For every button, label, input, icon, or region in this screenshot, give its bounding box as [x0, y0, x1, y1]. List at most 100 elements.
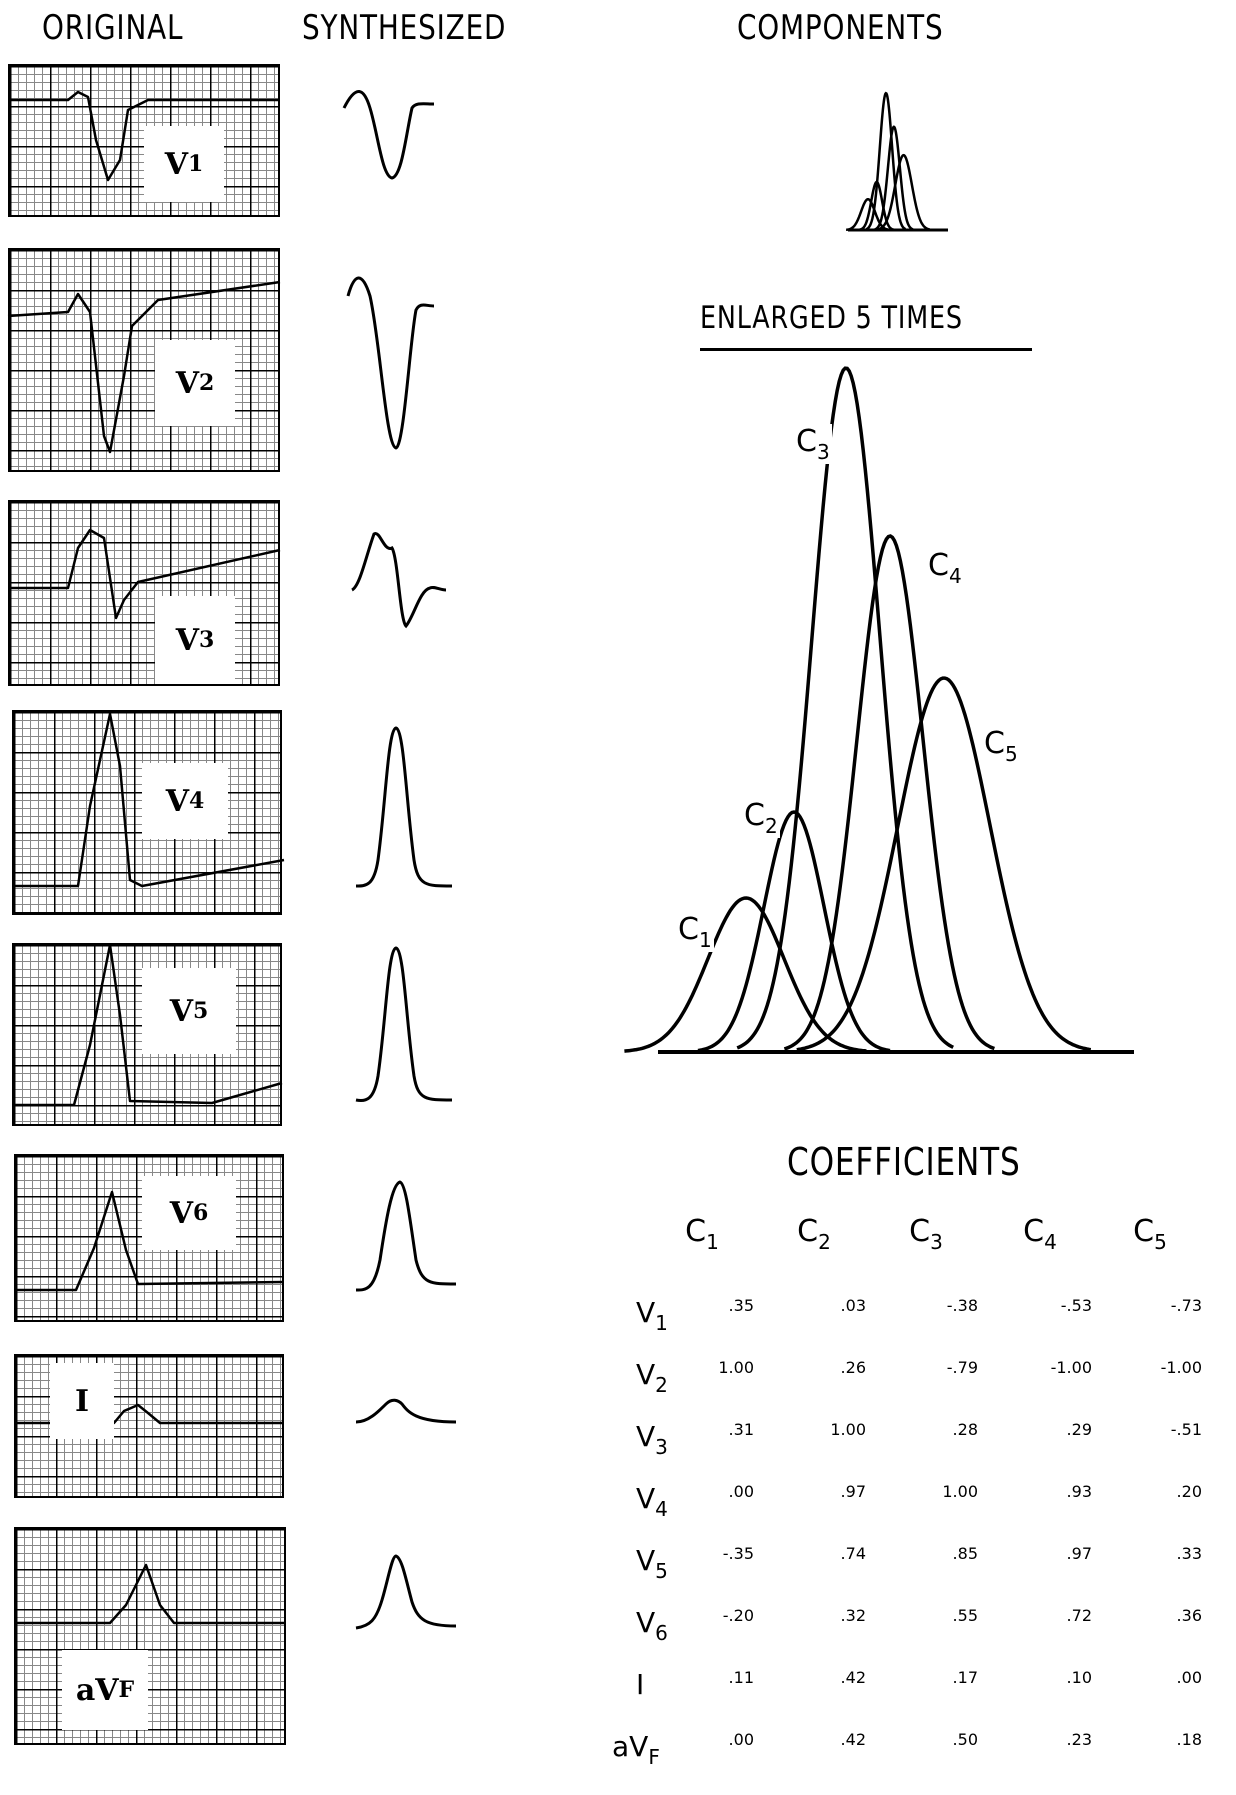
- column-name: C: [797, 1214, 819, 1249]
- row-lead: I: [636, 1668, 645, 1701]
- header-components: COMPONENTS: [737, 8, 944, 48]
- row-lead: V: [636, 1606, 656, 1639]
- column-name: C: [685, 1214, 707, 1249]
- component-label-name: C: [744, 798, 765, 833]
- component-curve: [736, 366, 954, 1050]
- component-label-name: C: [796, 424, 817, 459]
- component-label-sub: 5: [1004, 742, 1018, 766]
- ecg-trace-line: [14, 1190, 285, 1292]
- component-label: C1: [676, 912, 714, 952]
- ecg-trace: [7, 280, 281, 454]
- lead-label-sub: 2: [198, 370, 215, 396]
- coefficient-cell: -.51: [1170, 1420, 1202, 1439]
- coefficient-cell: .00: [1176, 1668, 1202, 1687]
- synthesized-wave: [355, 946, 453, 1103]
- coefficient-cell: .35: [728, 1296, 754, 1315]
- column-name: C: [1023, 1214, 1045, 1249]
- coefficient-cell: .29: [1066, 1420, 1092, 1439]
- coefficient-column-header: C2: [784, 1214, 844, 1254]
- row-sub: F: [648, 1745, 660, 1769]
- coefficient-row-label: V6: [636, 1606, 686, 1645]
- coefficient-row-label: V2: [636, 1358, 686, 1397]
- coefficient-column-header: C4: [1010, 1214, 1070, 1254]
- lead-label-name: V: [169, 1195, 193, 1231]
- row-sub: 6: [655, 1621, 668, 1645]
- ecg-trace: [12, 712, 285, 888]
- lead-label-name: aV: [75, 1672, 119, 1708]
- coefficient-cell: .33: [1176, 1544, 1202, 1563]
- coefficient-cell: .28: [952, 1420, 978, 1439]
- row-sub: 5: [655, 1559, 668, 1583]
- coefficient-cell: .72: [1066, 1606, 1092, 1625]
- header-original: ORIGINAL: [42, 8, 184, 48]
- component-curve: [697, 810, 891, 1053]
- coefficient-cell: .93: [1066, 1482, 1092, 1501]
- coefficient-cell: .36: [1176, 1606, 1202, 1625]
- coefficient-cell: 1.00: [942, 1482, 978, 1501]
- component-label-name: C: [678, 912, 699, 947]
- ecg-trace: [14, 1190, 285, 1292]
- coefficient-cell: 1.00: [718, 1358, 754, 1377]
- coefficient-cell: -1.00: [1050, 1358, 1092, 1377]
- header-synthesized: SYNTHESIZED: [302, 8, 507, 48]
- component-label-sub: 2: [764, 814, 778, 838]
- coefficient-cell: .42: [840, 1730, 866, 1749]
- coefficient-cell: -.73: [1170, 1296, 1202, 1315]
- lead-label-sub: F: [118, 1677, 135, 1703]
- synthesized-wave: [355, 1180, 457, 1292]
- lead-label-name: V: [164, 146, 188, 182]
- ecg-trace: [14, 1403, 284, 1425]
- component-label: C5: [982, 726, 1020, 766]
- ecg-trace: [8, 528, 281, 620]
- coefficient-cell: .31: [728, 1420, 754, 1439]
- coefficient-column-header: C5: [1120, 1214, 1180, 1254]
- synthesized-wave: [355, 726, 453, 888]
- component-curve-small: [865, 91, 907, 231]
- column-sub: 4: [1044, 1230, 1057, 1254]
- row-lead: V: [636, 1420, 656, 1453]
- coefficient-cell: .18: [1176, 1730, 1202, 1749]
- ecg-trace-line: [12, 712, 285, 888]
- ecg-trace: [14, 1563, 284, 1625]
- coefficient-cell: -.35: [722, 1544, 754, 1563]
- coefficient-row-label: V5: [636, 1544, 686, 1583]
- component-label: C2: [742, 798, 780, 838]
- coefficient-cell: .42: [840, 1668, 866, 1687]
- coefficient-cell: 1.00: [830, 1420, 866, 1439]
- row-lead: V: [636, 1482, 656, 1515]
- coefficient-cell: -.38: [946, 1296, 978, 1315]
- ecg-trace-line: [12, 943, 283, 1107]
- coefficient-row-label: V3: [636, 1420, 686, 1459]
- lead-label: I: [50, 1363, 114, 1439]
- column-sub: 3: [930, 1230, 943, 1254]
- lead-label-sub: 4: [188, 788, 205, 814]
- component-curve: [796, 676, 1092, 1052]
- coefficient-cell: .97: [1066, 1544, 1092, 1563]
- ecg-trace-line: [7, 280, 281, 454]
- lead-label: aV F: [62, 1650, 148, 1730]
- lead-label-sub: 6: [192, 1200, 209, 1226]
- lead-label-name: V: [175, 622, 199, 658]
- row-lead: V: [636, 1358, 656, 1391]
- component-label-name: C: [928, 548, 949, 583]
- coefficient-cell: .20: [1176, 1482, 1202, 1501]
- coefficient-cell: .03: [840, 1296, 866, 1315]
- ecg-trace-line: [14, 1403, 284, 1425]
- ecg-trace: [12, 943, 283, 1107]
- component-curve-small: [874, 125, 914, 231]
- coefficient-cell: .17: [952, 1668, 978, 1687]
- column-sub: 1: [706, 1230, 719, 1254]
- coefficient-row-label: V1: [636, 1296, 686, 1335]
- row-sub: 4: [655, 1497, 668, 1521]
- ecg-trace-line: [14, 1563, 284, 1625]
- coefficient-cell: .97: [840, 1482, 866, 1501]
- row-sub: 3: [655, 1435, 668, 1459]
- coefficient-column-header: C3: [896, 1214, 956, 1254]
- lead-label-sub: 3: [198, 627, 215, 653]
- component-label-name: C: [984, 726, 1005, 761]
